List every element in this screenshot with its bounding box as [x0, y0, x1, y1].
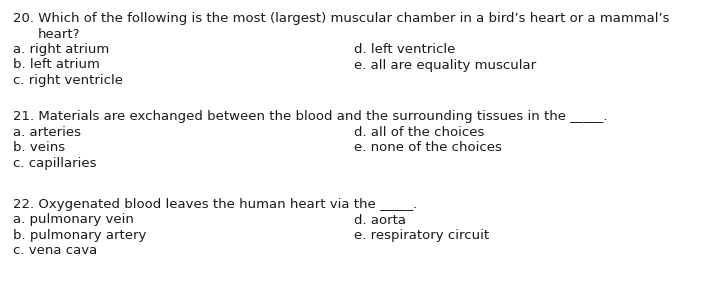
Text: b. pulmonary artery: b. pulmonary artery: [13, 229, 147, 242]
Text: a. pulmonary vein: a. pulmonary vein: [13, 214, 134, 227]
Text: d. left ventricle: d. left ventricle: [354, 43, 456, 56]
Text: heart?: heart?: [38, 27, 80, 40]
Text: 20. Which of the following is the most (largest) muscular chamber in a bird’s he: 20. Which of the following is the most (…: [13, 12, 669, 25]
Text: 21. Materials are exchanged between the blood and the surrounding tissues in the: 21. Materials are exchanged between the …: [13, 110, 607, 123]
Text: e. none of the choices: e. none of the choices: [354, 141, 502, 154]
Text: a. arteries: a. arteries: [13, 125, 81, 138]
Text: e. all are equality muscular: e. all are equality muscular: [354, 58, 536, 71]
Text: d. all of the choices: d. all of the choices: [354, 125, 484, 138]
Text: 22. Oxygenated blood leaves the human heart via the _____.: 22. Oxygenated blood leaves the human he…: [13, 198, 417, 211]
Text: c. vena cava: c. vena cava: [13, 245, 98, 258]
Text: c. right ventricle: c. right ventricle: [13, 74, 123, 87]
Text: e. respiratory circuit: e. respiratory circuit: [354, 229, 489, 242]
Text: d. aorta: d. aorta: [354, 214, 406, 227]
Text: c. capillaries: c. capillaries: [13, 157, 97, 170]
Text: b. veins: b. veins: [13, 141, 65, 154]
Text: b. left atrium: b. left atrium: [13, 58, 100, 71]
Text: a. right atrium: a. right atrium: [13, 43, 109, 56]
